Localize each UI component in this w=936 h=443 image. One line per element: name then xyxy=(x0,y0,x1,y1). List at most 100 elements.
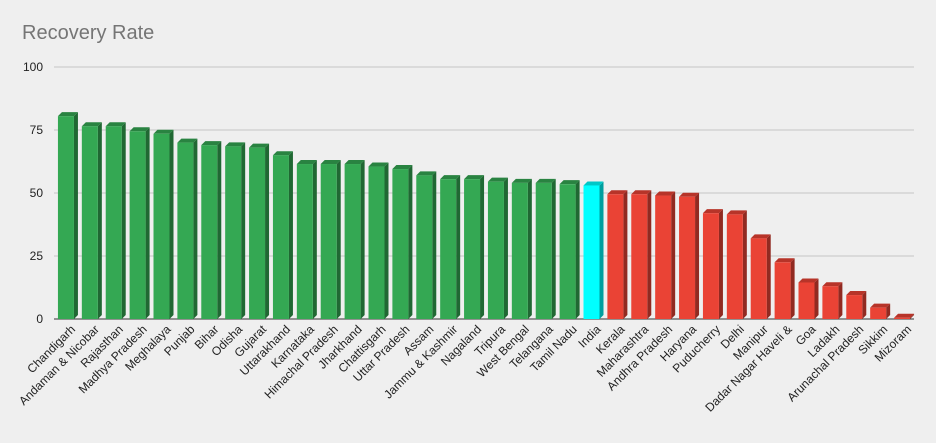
bar-top xyxy=(225,142,246,147)
bar-front xyxy=(631,194,648,319)
bar-front xyxy=(368,166,385,319)
bar-front xyxy=(440,179,457,319)
bar-side xyxy=(671,191,676,319)
bar-front xyxy=(225,146,242,319)
bar-front xyxy=(105,126,122,319)
y-tick-label: 100 xyxy=(23,60,43,74)
bar-front xyxy=(81,126,98,319)
bar-uttarakhand xyxy=(272,151,293,319)
bar-side xyxy=(97,122,102,319)
bar-west-bengal xyxy=(511,178,532,319)
bar-top xyxy=(822,282,843,287)
bar-side xyxy=(623,190,628,319)
bar-top xyxy=(774,258,795,263)
bar-top xyxy=(153,129,174,134)
y-tick-label: 75 xyxy=(30,123,44,137)
y-axis: 0 25 50 75 100 xyxy=(23,60,43,326)
bar-top xyxy=(249,143,270,148)
bars xyxy=(57,112,915,319)
bar-ladakh xyxy=(822,282,843,319)
bar-side xyxy=(336,160,341,319)
bar-maharashtra xyxy=(631,190,652,319)
bar-puducherry xyxy=(702,209,723,319)
bar-side xyxy=(432,171,437,319)
bar-karnataka xyxy=(296,160,317,319)
bar-top xyxy=(702,209,723,214)
bar-front xyxy=(822,286,839,319)
bar-andaman-nicobar xyxy=(81,122,102,319)
bar-top xyxy=(177,138,198,143)
bar-top xyxy=(607,190,628,195)
bar-front xyxy=(774,262,791,319)
bar-side xyxy=(503,177,508,319)
bar-goa xyxy=(798,278,819,319)
bar-side xyxy=(145,127,150,319)
bar-side xyxy=(480,175,485,319)
bar-front xyxy=(607,194,624,319)
bar-side xyxy=(718,209,723,319)
y-tick-label: 25 xyxy=(30,249,44,263)
bar-top xyxy=(655,191,676,196)
bar-side xyxy=(766,234,771,319)
y-tick-label: 0 xyxy=(36,312,43,326)
bar-top xyxy=(535,178,556,183)
bar-side xyxy=(121,122,126,319)
bar-dadar-nagar-haveli xyxy=(774,258,795,319)
bar-sikkim xyxy=(870,303,891,319)
bar-front xyxy=(870,307,887,319)
bar-assam xyxy=(416,171,437,319)
bar-top xyxy=(320,160,341,165)
bar-side xyxy=(862,291,867,319)
bar-side xyxy=(599,181,604,319)
bar-side xyxy=(551,178,556,319)
bar-top xyxy=(81,122,102,127)
bar-gujarat xyxy=(249,143,270,319)
bar-top xyxy=(846,291,867,296)
bar-rajasthan xyxy=(105,122,126,319)
bar-tripura xyxy=(487,177,508,319)
bar-top xyxy=(129,127,150,132)
bar-front xyxy=(750,238,767,319)
bar-side xyxy=(647,190,652,319)
bar-top xyxy=(487,177,508,182)
bar-side xyxy=(384,162,389,319)
bar-chandigarh xyxy=(57,112,78,319)
bar-front xyxy=(511,182,528,319)
bar-front xyxy=(344,164,361,319)
bar-front xyxy=(655,195,672,319)
bar-front xyxy=(702,213,719,319)
bar-india xyxy=(583,181,604,319)
bar-front xyxy=(320,164,337,319)
bar-top xyxy=(57,112,78,117)
chart-title: Recovery Rate xyxy=(22,22,155,44)
bar-front xyxy=(272,155,289,319)
bar-top xyxy=(464,175,485,180)
bar-top xyxy=(440,175,461,180)
bar-top xyxy=(344,160,365,165)
bar-top xyxy=(559,180,580,185)
bar-side xyxy=(408,165,413,319)
bar-telangana xyxy=(535,178,556,319)
bar-side xyxy=(169,129,174,319)
bar-side xyxy=(742,210,747,319)
bar-top xyxy=(798,278,819,283)
bar-side xyxy=(886,303,891,319)
bar-front xyxy=(57,116,74,319)
bar-side xyxy=(456,175,461,319)
bar-delhi xyxy=(726,210,747,319)
bar-front xyxy=(535,182,552,319)
bar-jammu-kashmir xyxy=(440,175,461,319)
bar-front xyxy=(464,179,481,319)
bar-top xyxy=(894,313,915,318)
bar-side xyxy=(695,192,700,319)
bar-top xyxy=(296,160,317,165)
bar-side xyxy=(814,278,819,319)
bar-side xyxy=(575,180,580,319)
bar-haryana xyxy=(679,192,700,319)
bar-top xyxy=(726,210,747,215)
bar-side xyxy=(360,160,365,319)
bar-side xyxy=(241,142,246,319)
bar-manipur xyxy=(750,234,771,319)
